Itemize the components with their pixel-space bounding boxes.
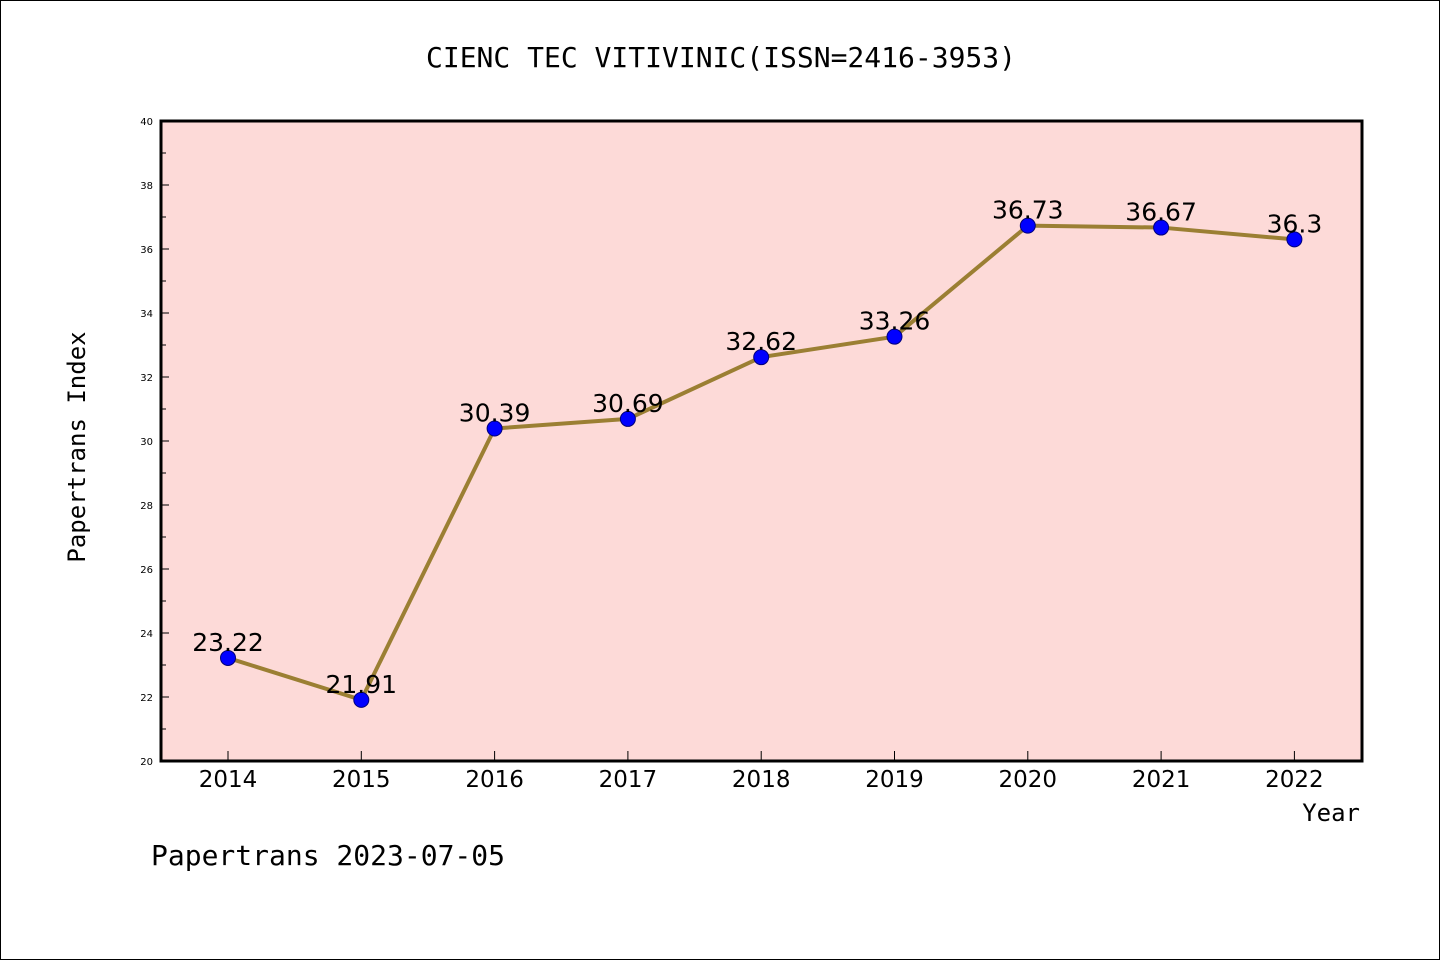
data-label: 32.62 [725,327,797,356]
y-tick-label: 40 [140,117,153,128]
y-tick-label: 30 [140,437,153,448]
data-point [220,649,236,666]
y-tick-label: 22 [140,693,153,704]
chart-title: CIENC TEC VITIVINIC(ISSN=2416-3953) [426,41,1016,74]
x-tick-label: 2019 [865,767,924,793]
data-label: 30.39 [459,399,531,428]
y-tick-label: 28 [140,501,153,512]
data-point [619,410,636,427]
data-point [753,349,770,366]
data-point [1153,219,1170,236]
y-tick-label: 20 [140,757,153,768]
data-point [1286,231,1303,248]
data-label: 21.91 [326,670,398,699]
data-point [1019,217,1036,234]
x-tick-label: 2017 [599,767,658,793]
x-tick-label: 2014 [199,767,258,793]
data-label: 30.69 [592,389,664,418]
x-tick-label: 2021 [1132,767,1191,793]
data-point [886,328,903,345]
x-axis-label: Year [1302,799,1360,827]
data-label: 36.73 [992,196,1064,225]
x-axis-ticks: 2014 2015 2016 2017 2018 2019 2020 2021 2022 [199,751,1324,793]
y-tick-label: 38 [140,181,153,192]
data-point [486,420,503,437]
data-point [353,691,370,708]
y-tick-label: 24 [140,629,153,640]
y-tick-label: 32 [140,373,153,384]
x-tick-label: 2015 [332,767,391,793]
x-tick-label: 2020 [999,767,1058,793]
y-tick-label: 26 [140,565,153,576]
y-tick-label: 34 [140,309,153,320]
y-axis-label: Papertrans Index [63,331,91,562]
footer-text: Papertrans 2023-07-05 [151,839,505,872]
data-label: 36.3 [1267,209,1323,238]
x-tick-label: 2022 [1265,767,1324,793]
data-label: 33.26 [859,307,931,336]
data-label: 36.67 [1125,198,1197,227]
data-label: 23.22 [192,628,264,657]
plot-frame [159,119,1364,763]
x-tick-label: 2018 [732,767,791,793]
x-tick-label: 2016 [465,767,524,793]
y-tick-label: 36 [140,245,153,256]
series-layer: 23.22 21.91 30.39 30.69 32.62 33.26 36.73 36.67… [192,196,1322,708]
